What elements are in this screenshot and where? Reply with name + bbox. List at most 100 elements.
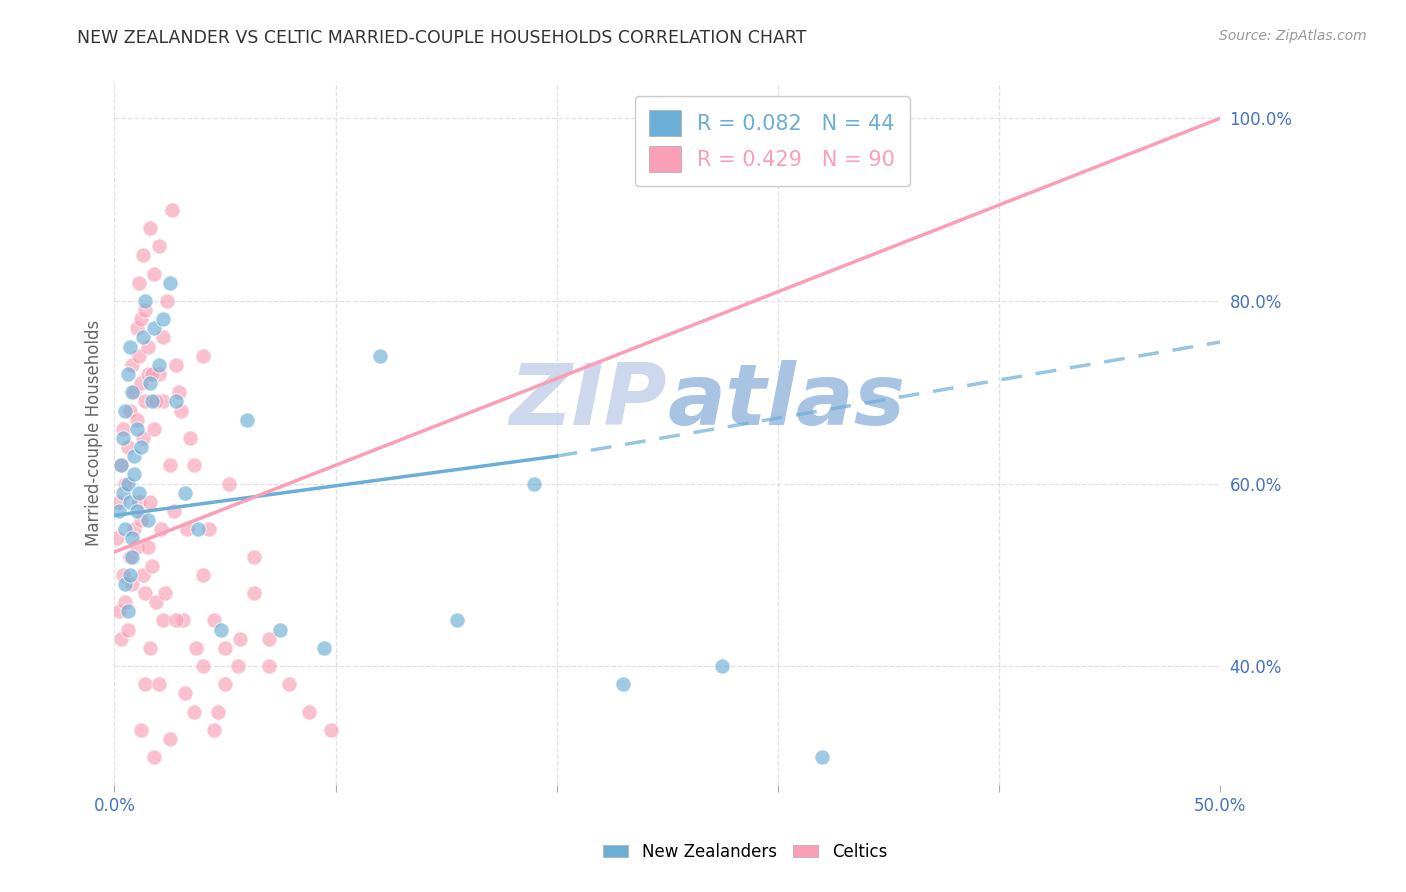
Point — [159, 732, 181, 747]
Point — [125, 321, 148, 335]
Legend: New Zealanders, Celtics: New Zealanders, Celtics — [596, 837, 894, 868]
Point — [132, 567, 155, 582]
Point — [218, 476, 240, 491]
Point — [214, 677, 236, 691]
Point — [129, 513, 152, 527]
Point — [141, 558, 163, 573]
Point — [257, 632, 280, 646]
Point — [124, 467, 146, 482]
Point — [134, 586, 156, 600]
Point — [129, 723, 152, 737]
Point — [136, 340, 159, 354]
Point — [134, 293, 156, 308]
Point — [125, 422, 148, 436]
Text: atlas: atlas — [666, 360, 905, 443]
Point — [711, 659, 734, 673]
Point — [152, 330, 174, 344]
Point — [114, 476, 136, 491]
Point — [191, 349, 214, 363]
Point — [108, 604, 131, 618]
Point — [160, 202, 183, 217]
Point — [242, 586, 264, 600]
Point — [163, 504, 186, 518]
Point — [174, 485, 197, 500]
Point — [129, 440, 152, 454]
Point — [207, 705, 229, 719]
Text: ZIP: ZIP — [509, 360, 666, 443]
Point — [134, 677, 156, 691]
Point — [117, 623, 139, 637]
Point — [209, 623, 232, 637]
Point — [156, 293, 179, 308]
Point — [125, 504, 148, 518]
Text: NEW ZEALANDER VS CELTIC MARRIED-COUPLE HOUSEHOLDS CORRELATION CHART: NEW ZEALANDER VS CELTIC MARRIED-COUPLE H… — [77, 29, 807, 46]
Point — [257, 659, 280, 673]
Point — [114, 595, 136, 609]
Point — [110, 632, 132, 646]
Point — [112, 431, 135, 445]
Point — [368, 349, 391, 363]
Point — [202, 723, 225, 737]
Point — [132, 330, 155, 344]
Point — [198, 522, 221, 536]
Point — [183, 705, 205, 719]
Point — [124, 522, 146, 536]
Point — [242, 549, 264, 564]
Point — [125, 412, 148, 426]
Point — [187, 522, 209, 536]
Point — [214, 640, 236, 655]
Point — [152, 394, 174, 409]
Point — [165, 394, 187, 409]
Point — [117, 604, 139, 618]
Point — [236, 412, 259, 426]
Text: Source: ZipAtlas.com: Source: ZipAtlas.com — [1219, 29, 1367, 43]
Point — [128, 495, 150, 509]
Point — [152, 312, 174, 326]
Point — [278, 677, 301, 691]
Point — [121, 531, 143, 545]
Point — [165, 614, 187, 628]
Point — [117, 440, 139, 454]
Point — [134, 303, 156, 318]
Point — [118, 340, 141, 354]
Point — [110, 458, 132, 473]
Point — [132, 431, 155, 445]
Point — [159, 276, 181, 290]
Point — [118, 549, 141, 564]
Point — [319, 723, 342, 737]
Point — [152, 614, 174, 628]
Point — [118, 567, 141, 582]
Point — [117, 367, 139, 381]
Point — [179, 431, 201, 445]
Point — [114, 403, 136, 417]
Point — [191, 659, 214, 673]
Point — [139, 221, 162, 235]
Point — [112, 485, 135, 500]
Point — [148, 677, 170, 691]
Point — [112, 567, 135, 582]
Point — [105, 531, 128, 545]
Point — [298, 705, 321, 719]
Point — [125, 541, 148, 555]
Point — [136, 367, 159, 381]
Point — [167, 385, 190, 400]
Point — [191, 567, 214, 582]
Point — [136, 513, 159, 527]
Point — [132, 248, 155, 262]
Point — [174, 686, 197, 700]
Point — [165, 358, 187, 372]
Point — [149, 522, 172, 536]
Point — [118, 495, 141, 509]
Point — [145, 595, 167, 609]
Point — [159, 458, 181, 473]
Point — [523, 476, 546, 491]
Point — [314, 640, 336, 655]
Point — [108, 504, 131, 518]
Point — [446, 614, 468, 628]
Point — [136, 541, 159, 555]
Point — [128, 276, 150, 290]
Point — [114, 577, 136, 591]
Point — [108, 495, 131, 509]
Point — [112, 422, 135, 436]
Point — [139, 495, 162, 509]
